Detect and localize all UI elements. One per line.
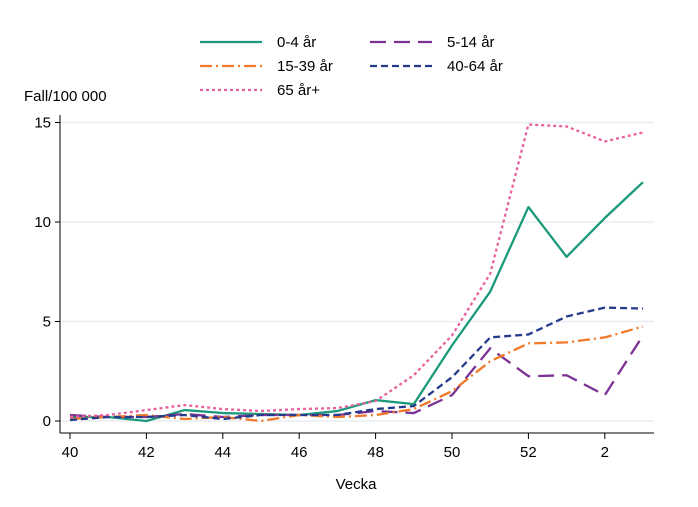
x-tick-label: 52 — [520, 444, 537, 461]
x-tick-label: 2 — [601, 444, 609, 461]
x-tick-label: 48 — [367, 444, 384, 461]
y-tick-label: 10 — [34, 214, 51, 231]
x-tick-label: 40 — [62, 444, 79, 461]
y-axis-label: Fall/100 000 — [24, 88, 107, 105]
legend-label: 5-14 år — [447, 34, 495, 51]
series-line — [70, 181, 644, 423]
series-line — [69, 334, 644, 419]
x-tick-label: 50 — [444, 444, 461, 461]
series-line — [69, 325, 644, 423]
series-line — [69, 123, 644, 419]
legend-label: 40-64 år — [447, 58, 503, 75]
y-tick-label: 15 — [34, 115, 51, 132]
legend-label: 15-39 år — [277, 58, 333, 75]
legend-label: 65 år+ — [277, 82, 320, 99]
x-tick-label: 44 — [214, 444, 231, 461]
x-axis-label: Vecka — [336, 476, 378, 493]
legend-label: 0-4 år — [277, 34, 316, 51]
y-tick-label: 0 — [43, 413, 51, 430]
x-tick-label: 42 — [138, 444, 155, 461]
series-line — [69, 306, 644, 422]
y-tick-label: 5 — [43, 314, 51, 331]
x-tick-label: 46 — [291, 444, 308, 461]
